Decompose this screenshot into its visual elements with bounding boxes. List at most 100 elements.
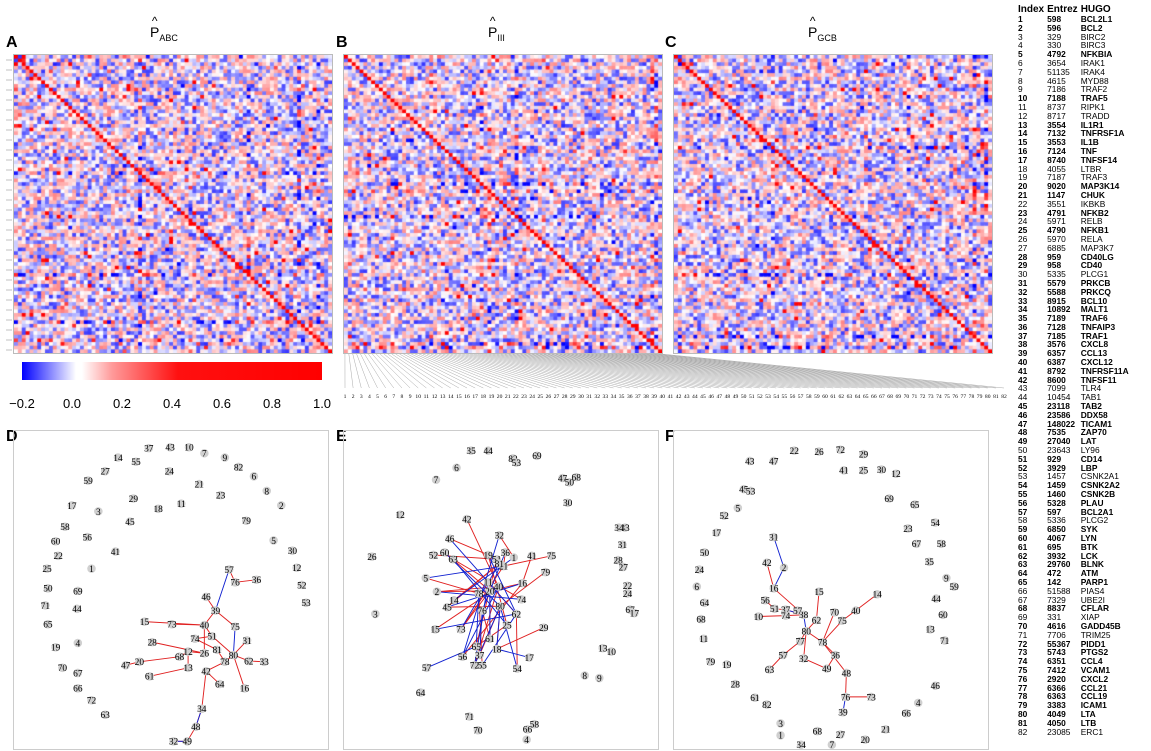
table-row: 9 7186 TRAF2 [1018,84,1108,95]
svg-text:79: 79 [242,517,252,527]
svg-text:68: 68 [572,474,582,484]
heatmap-abc [13,54,333,354]
network-node: 34 [796,740,806,749]
svg-text:60: 60 [51,538,61,548]
network-node: 71 [465,712,474,723]
network-node: 52 [297,580,307,591]
svg-text:8: 8 [582,672,587,682]
network-node: 57 [793,606,803,617]
svg-text:53: 53 [746,487,756,497]
index-tick-label: 29 [570,394,576,400]
svg-text:65: 65 [910,501,920,511]
index-tick-label: 9 [409,394,412,400]
network-node: 79 [706,657,715,668]
svg-text:69: 69 [884,495,894,505]
svg-text:62: 62 [812,616,822,626]
svg-text:2: 2 [435,588,440,598]
network-node: 76 [841,692,851,703]
network-node: 1 [776,731,785,742]
network-node: 20 [135,657,145,668]
svg-text:16: 16 [240,685,250,695]
table-row: 48 7535 ZAP70 [1018,427,1107,438]
table-row: 21 1147 CHUK [1018,189,1105,200]
svg-text:2: 2 [782,564,787,574]
index-tick-label: 35 [619,394,625,400]
svg-text:50: 50 [565,479,575,489]
svg-text:34: 34 [614,524,624,534]
svg-text:36: 36 [831,651,841,661]
svg-text:32: 32 [799,655,809,665]
svg-text:21: 21 [195,480,205,490]
network-node: 33 [259,657,269,668]
network-node: 1 [87,564,96,575]
network-node: 70 [830,607,839,619]
svg-text:76: 76 [477,607,487,617]
network-node: 11 [177,499,186,510]
svg-text:20: 20 [135,658,145,668]
network-node: 69 [73,586,83,597]
svg-text:75: 75 [837,617,847,627]
table-row: 45 23118 TAB2 [1018,401,1102,412]
svg-text:5: 5 [423,574,428,584]
svg-text:11: 11 [484,579,493,589]
network-node: 17 [630,608,639,620]
table-row: 77 6366 CCL21 [1018,682,1108,693]
network-edge [449,538,489,556]
network-node: 18 [492,644,502,655]
index-tick-label: 50 [741,394,747,400]
network-node: 66 [902,708,911,720]
network-edge [822,612,835,643]
index-tick-label: 45 [700,394,706,400]
network-node: 60 [51,537,61,548]
svg-text:68: 68 [175,653,185,663]
index-tick-label: 61 [830,394,836,400]
network-node: 60 [938,610,948,621]
svg-text:7: 7 [434,476,439,486]
svg-text:1: 1 [778,732,783,742]
title-iii: ^ PIII [488,14,505,43]
index-tick-label: 67 [879,394,885,400]
index-tick-label: 65 [863,394,869,400]
network-node: 42 [462,514,472,525]
network-node: 1 [509,553,519,564]
network-edge [447,582,523,608]
table-row: 70 4616 GADD45B [1018,620,1121,631]
network-node: 6 [452,463,461,474]
network-node: 47 [121,660,131,672]
index-tick-label: 39 [651,394,657,400]
table-row: 26 5970 RELA [1018,233,1103,244]
network-node: 13 [598,643,608,655]
svg-text:37: 37 [475,651,485,661]
index-tick-label: 34 [611,394,617,400]
table-row: 42 8600 TNFSF11 [1018,374,1117,385]
svg-text:39: 39 [838,709,848,719]
network-node: 66 [523,725,533,736]
network-node: 7 [431,475,441,486]
svg-text:74: 74 [517,596,527,606]
svg-text:49: 49 [822,665,832,675]
network-node: 13 [925,625,935,636]
network-node: 49 [183,737,192,748]
network-node: 66 [73,684,83,695]
svg-text:64: 64 [416,689,426,699]
network-node: 38 [799,610,809,621]
network-node: 46 [931,681,940,692]
network-node: 2 [277,501,286,512]
network-node: 34 [614,523,624,534]
svg-text:64: 64 [215,680,225,690]
network-node: 74 [517,595,527,606]
index-tick-label: 24 [529,394,535,400]
svg-text:59: 59 [83,477,93,487]
svg-text:10: 10 [754,613,764,623]
index-tick-label: 43 [684,394,690,400]
network-edge [498,535,515,558]
table-row: 72 55367 PIDD1 [1018,638,1106,649]
network-node: 60 [440,548,450,559]
svg-text:10: 10 [607,648,617,658]
network-edge [425,565,504,579]
network-edge [475,593,480,647]
network-node: 32 [495,531,504,542]
svg-text:55: 55 [477,662,487,672]
index-tick-label: 41 [668,394,674,400]
index-tick-label: 17 [472,394,478,400]
